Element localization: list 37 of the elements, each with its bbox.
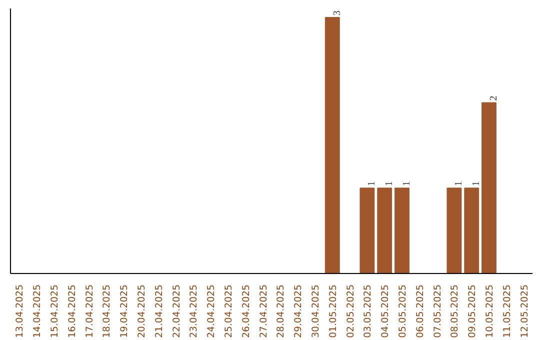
x-tick-label: 24.04.2025 (206, 284, 218, 338)
x-tick-label: 15.04.2025 (50, 284, 60, 338)
x-tick-label: 25.04.2025 (224, 284, 234, 338)
x-tick-label: 06.05.2025 (414, 284, 426, 338)
x-tick-label: 09.05.2025 (467, 284, 478, 338)
x-tick-label: 16.04.2025 (66, 284, 78, 338)
data-label: 2 (488, 96, 500, 101)
x-tick-label: 27.04.2025 (258, 284, 270, 338)
x-tick-label: 21.04.2025 (154, 284, 165, 338)
x-tick-label: 03.05.2025 (362, 284, 374, 338)
x-tick-label: 29.04.2025 (293, 284, 304, 338)
x-tick-label: 19.04.2025 (119, 284, 130, 338)
data-label: 3 (332, 10, 343, 16)
x-tick-label: 28.04.2025 (276, 284, 287, 338)
data-label: 1 (366, 181, 378, 186)
x-tick-label: 13.04.2025 (14, 284, 26, 338)
data-label: 1 (471, 181, 482, 186)
x-tick-label: 18.04.2025 (102, 284, 113, 338)
x-tick-label: 14.04.2025 (32, 284, 44, 338)
x-tick-label: 08.05.2025 (450, 284, 461, 338)
x-tick-label: 23.04.2025 (188, 284, 200, 338)
x-tick-label: 20.04.2025 (136, 284, 148, 338)
x-tick-label: 11.05.2025 (502, 284, 513, 338)
x-tick-label: 10.05.2025 (484, 284, 496, 338)
x-tick-label: 22.04.2025 (171, 284, 182, 338)
x-tick-label: 02.05.2025 (345, 284, 356, 338)
data-label: 1 (454, 181, 465, 186)
x-tick-label: 26.04.2025 (240, 284, 252, 338)
x-tick-label: 04.05.2025 (380, 284, 392, 338)
data-label: 1 (402, 181, 412, 186)
x-tick-label: 12.05.2025 (519, 284, 530, 338)
x-tick-label: 07.05.2025 (432, 284, 444, 338)
x-tick-label: 05.05.2025 (398, 284, 408, 338)
x-tick-label: 01.05.2025 (328, 284, 339, 338)
data-label: 1 (384, 181, 396, 186)
x-tick-label: 30.04.2025 (310, 284, 322, 338)
x-tick-label: 17.04.2025 (84, 284, 96, 338)
